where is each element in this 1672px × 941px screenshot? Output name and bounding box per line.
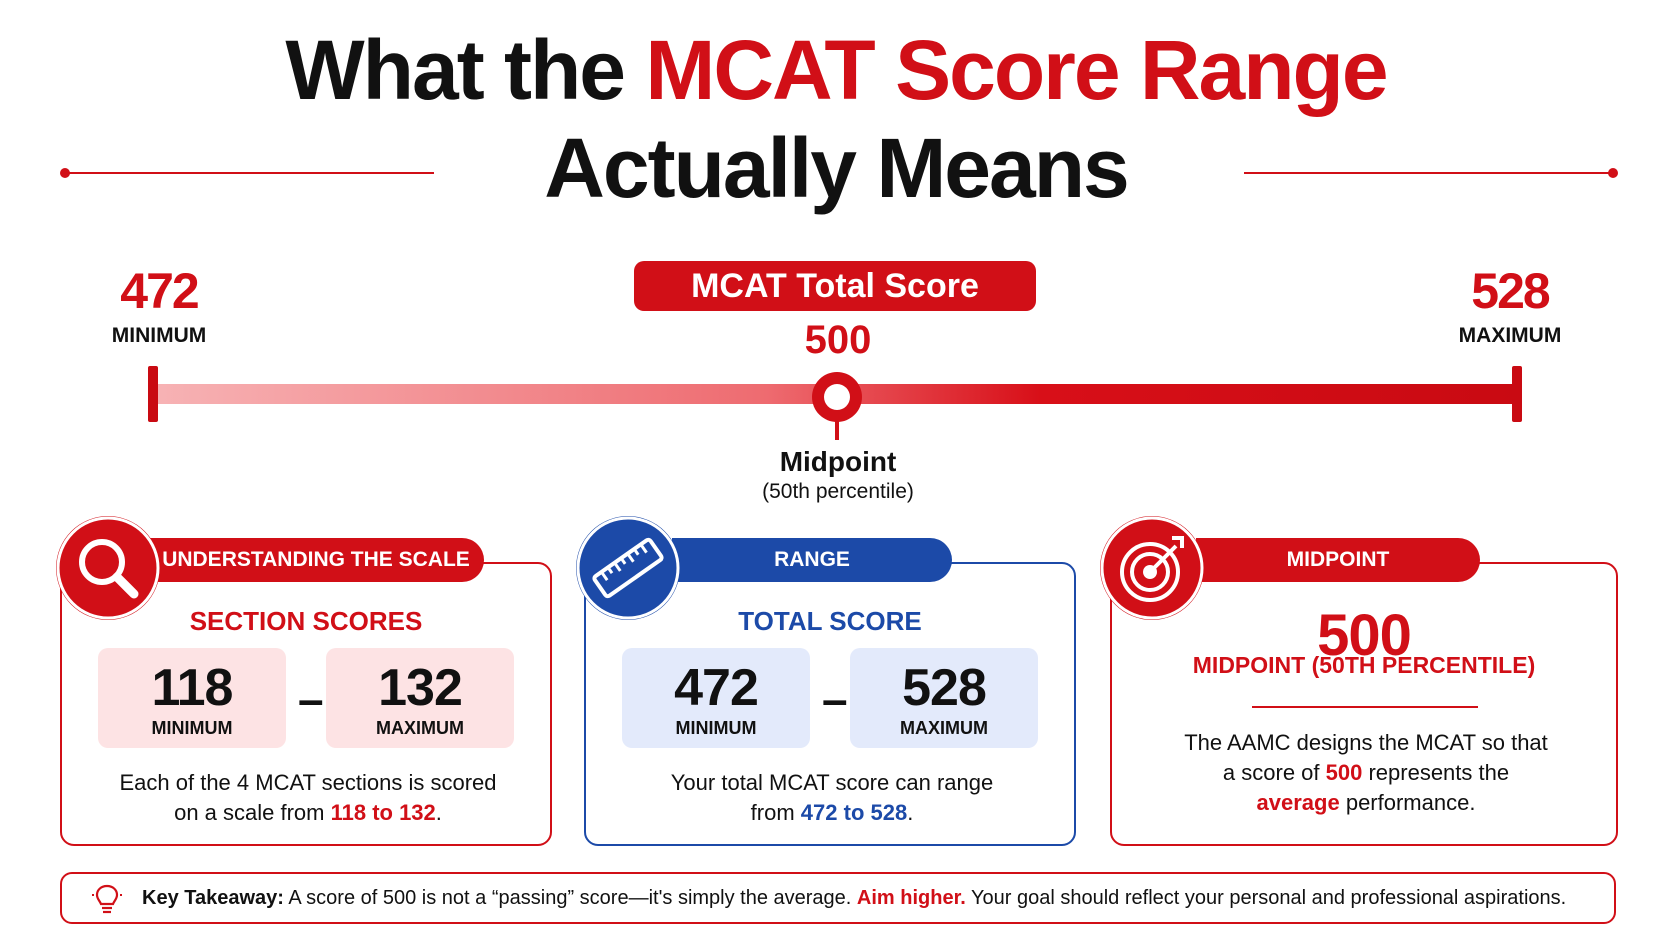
total-max-label: MAXIMUM [900, 718, 988, 738]
card-midpoint: 500 MIDPOINT (50TH PERCENTILE) The AAMC … [1110, 562, 1618, 846]
section-max-label: MAXIMUM [376, 718, 464, 738]
key-takeaway: Key Takeaway: A score of 500 is not a “p… [60, 872, 1616, 924]
title-line-1: What the MCAT Score Range [0, 22, 1672, 118]
scale-max-label: MAXIMUM [1458, 324, 1562, 347]
description-line-2: from 472 to 528. [606, 798, 1058, 828]
card-tab-midpoint: MIDPOINT [1196, 538, 1480, 582]
total-min-label: MINIMUM [675, 718, 757, 738]
card-understanding-scale: SECTION SCORES 118 MINIMUM – 132 MAXIMUM… [60, 562, 552, 846]
rule-dot [1608, 168, 1618, 178]
midpoint-label: Midpoint [779, 446, 897, 477]
range-dash: – [822, 673, 848, 725]
section-max-box: 132 MAXIMUM [326, 648, 514, 748]
card-subtitle: TOTAL SCORE [738, 606, 922, 636]
takeaway-label: Key Takeaway: [142, 887, 284, 909]
midpoint-marker [812, 372, 862, 422]
description-line-1: Your total MCAT score can range [670, 770, 994, 795]
midpoint-marker-stem [835, 420, 839, 440]
midpoint-value: 500 [1317, 603, 1412, 668]
description-line-1: The AAMC designs the MCAT so that [1184, 730, 1548, 755]
description-text: on a scale from [174, 800, 331, 825]
takeaway-text-end: Your goal should reflect your personal a… [965, 887, 1567, 909]
midpoint-sublabel: (50th percentile) [762, 480, 914, 503]
description-highlight: average [1256, 790, 1340, 815]
description-highlight: 500 [1325, 760, 1363, 785]
total-min-value: 472 [674, 659, 759, 717]
scale-max-tick [1512, 366, 1522, 422]
card-tab-range: RANGE [672, 538, 952, 582]
description-text: a score of [1222, 760, 1326, 785]
scale-min-value: 472 [120, 263, 199, 319]
ruler-icon [576, 516, 680, 620]
scale-title-pill: MCAT Total Score [634, 261, 1036, 311]
title-part1: What the [285, 23, 646, 117]
description-line-1: Each of the 4 MCAT sections is scored [119, 770, 497, 795]
description-highlight: 472 to 528 [800, 800, 908, 825]
section-max-value: 132 [378, 659, 463, 717]
card-description: Your total MCAT score can range from 472… [606, 768, 1058, 828]
scale-mid-value: 500 [804, 318, 872, 362]
description-end: . [907, 800, 914, 825]
takeaway-text: A score of 500 is not a “passing” score—… [283, 887, 857, 909]
range-dash: – [298, 673, 324, 725]
title-rule-right [1244, 168, 1618, 178]
card-description: Each of the 4 MCAT sections is scored on… [82, 768, 534, 828]
description-text: performance. [1339, 790, 1476, 815]
description-text: from [750, 800, 801, 825]
card-tab-understanding-scale: UNDERSTANDING THE SCALE [148, 538, 484, 582]
card-range: TOTAL SCORE 472 MINIMUM – 528 MAXIMUM Yo… [584, 562, 1076, 846]
midpoint-caption: MIDPOINT (50TH PERCENTILE) [1192, 652, 1536, 678]
section-min-label: MINIMUM [151, 718, 233, 738]
title-rule-left [60, 168, 434, 178]
scale-min-tick [148, 366, 158, 422]
takeaway-highlight: Aim higher. [856, 887, 966, 909]
card-description: The AAMC designs the MCAT so that a scor… [1132, 728, 1600, 818]
total-min-box: 472 MINIMUM [622, 648, 810, 748]
description-highlight: 118 to 132 [330, 800, 436, 825]
description-text: represents the [1362, 760, 1510, 785]
description-line-2: a score of 500 represents the [1132, 758, 1600, 788]
description-end: . [435, 800, 442, 825]
page-title: What the MCAT Score Range Actually Means [0, 22, 1672, 218]
title-highlight: MCAT Score Range [645, 23, 1388, 117]
description-line-2: on a scale from 118 to 132. [82, 798, 534, 828]
section-min-value: 118 [151, 659, 234, 717]
title-line-2: Actually Means [544, 121, 1130, 215]
card-subtitle: SECTION SCORES [189, 606, 423, 636]
section-min-box: 118 MINIMUM [98, 648, 286, 748]
lightbulb-icon [92, 882, 122, 934]
midpoint-divider [1252, 706, 1478, 708]
description-line-3: average performance. [1132, 788, 1600, 818]
target-icon [1100, 516, 1204, 620]
scale-max-value: 528 [1471, 263, 1550, 319]
total-max-box: 528 MAXIMUM [850, 648, 1038, 748]
total-max-value: 528 [902, 659, 987, 717]
rule-dot [60, 168, 70, 178]
scale-min-label: MINIMUM [111, 324, 207, 347]
magnifier-icon [56, 516, 160, 620]
